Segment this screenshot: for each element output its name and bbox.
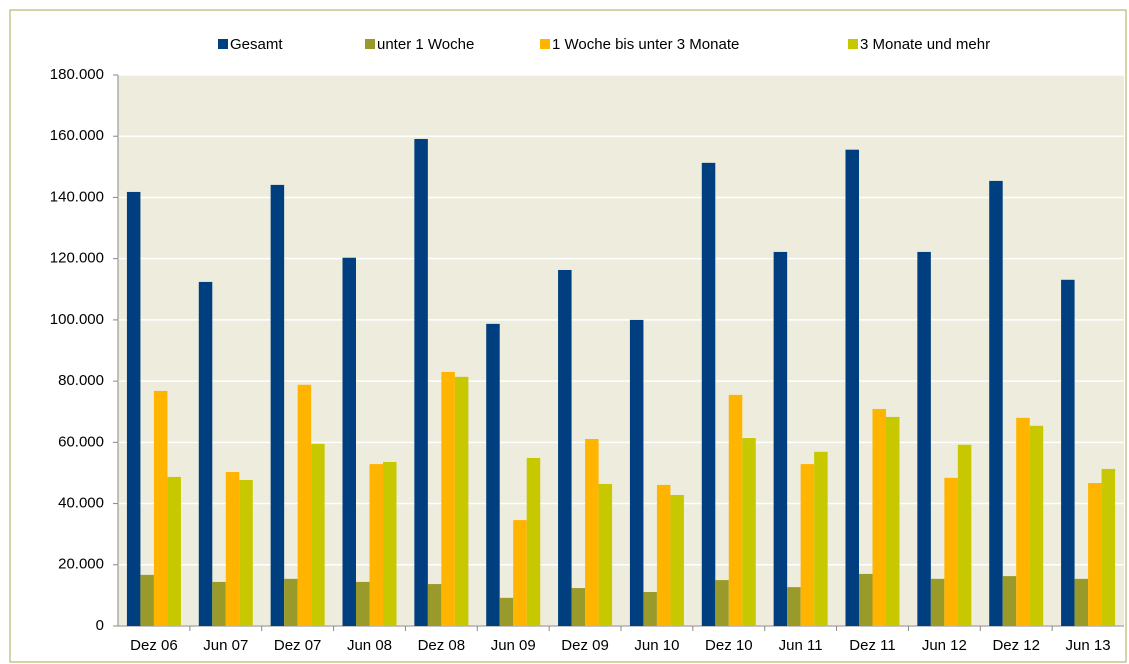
- y-tick-label: 40.000: [58, 495, 104, 512]
- bar: [629, 319, 644, 626]
- bar: [239, 479, 253, 626]
- bar: [787, 587, 801, 626]
- y-tick-label: 0: [96, 617, 104, 634]
- bar: [356, 581, 370, 626]
- bar: [886, 416, 900, 626]
- bar: [656, 484, 671, 626]
- bar: [930, 578, 945, 626]
- bar: [1016, 417, 1030, 626]
- bar: [153, 390, 168, 626]
- bar: [513, 520, 527, 626]
- legend-label: unter 1 Woche: [377, 36, 474, 53]
- bar: [1088, 483, 1102, 626]
- legend-swatch: [848, 39, 858, 49]
- bar: [1061, 279, 1075, 626]
- bar: [944, 477, 958, 626]
- bar: [369, 464, 383, 626]
- bar: [414, 138, 428, 626]
- bar: [1029, 425, 1044, 626]
- x-tick-label: Jun 09: [491, 637, 536, 654]
- bar: [297, 384, 312, 626]
- bar: [1002, 576, 1017, 626]
- bar: [715, 580, 729, 626]
- bar: [383, 461, 397, 626]
- legend-label: Gesamt: [230, 36, 283, 53]
- bar: [526, 457, 541, 626]
- bar: [454, 376, 469, 626]
- x-tick-label: Dez 11: [849, 637, 895, 654]
- bar: [701, 162, 716, 626]
- bar: [1101, 468, 1116, 626]
- x-tick-label: Jun 11: [779, 637, 823, 654]
- x-tick-label: Jun 12: [922, 637, 967, 654]
- x-tick-label: Dez 12: [992, 637, 1040, 654]
- bar: [486, 323, 500, 626]
- y-tick-label: 140.000: [50, 188, 104, 205]
- bar: [311, 443, 325, 626]
- y-tick-label: 80.000: [58, 372, 104, 389]
- bar: [212, 581, 226, 626]
- bar: [499, 597, 514, 626]
- y-tick-label: 100.000: [50, 311, 104, 328]
- bar: [284, 578, 298, 626]
- bar: [728, 394, 743, 626]
- bar: [198, 281, 213, 626]
- bar: [773, 251, 788, 626]
- bar: [585, 438, 599, 626]
- bar: [270, 184, 285, 626]
- y-tick-label: 60.000: [58, 433, 104, 450]
- bar: [957, 444, 972, 626]
- x-tick-label: Dez 07: [274, 637, 322, 654]
- x-tick-label: Dez 08: [418, 637, 466, 654]
- legend-swatch: [540, 39, 550, 49]
- bar: [989, 180, 1003, 627]
- legend-label: 1 Woche bis unter 3 Monate: [552, 36, 739, 53]
- x-tick-label: Dez 06: [130, 637, 178, 654]
- x-tick-label: Jun 10: [634, 637, 679, 654]
- x-tick-label: Jun 13: [1066, 637, 1111, 654]
- y-tick-label: 180.000: [50, 66, 104, 83]
- x-tick-label: Jun 07: [203, 637, 248, 654]
- bar: [859, 573, 873, 626]
- bar: [441, 371, 455, 626]
- y-tick-label: 120.000: [50, 250, 104, 267]
- x-tick-label: Dez 09: [561, 637, 609, 654]
- bar: [742, 438, 756, 626]
- bar: [800, 464, 815, 626]
- bar: [140, 574, 154, 626]
- y-tick-label: 160.000: [50, 127, 104, 144]
- legend-label: 3 Monate und mehr: [860, 36, 990, 53]
- y-tick-label: 20.000: [58, 556, 104, 573]
- bar: [571, 588, 586, 626]
- bar: [558, 269, 572, 626]
- legend-swatch: [365, 39, 375, 49]
- bar: [845, 149, 859, 627]
- bar: [342, 257, 356, 626]
- bar: [167, 476, 181, 626]
- bar: [670, 494, 684, 626]
- bar: [917, 251, 931, 626]
- legend-swatch: [218, 39, 228, 49]
- plot-area: [118, 75, 1124, 626]
- bar: [643, 592, 657, 626]
- x-tick-label: Jun 08: [347, 637, 392, 654]
- bar: [1074, 578, 1089, 626]
- bar: [225, 472, 240, 626]
- bar: [427, 584, 442, 626]
- bar: [872, 408, 886, 626]
- bar: [598, 483, 613, 626]
- bar: [126, 191, 141, 626]
- x-tick-label: Dez 10: [705, 637, 753, 654]
- bar: [814, 451, 828, 626]
